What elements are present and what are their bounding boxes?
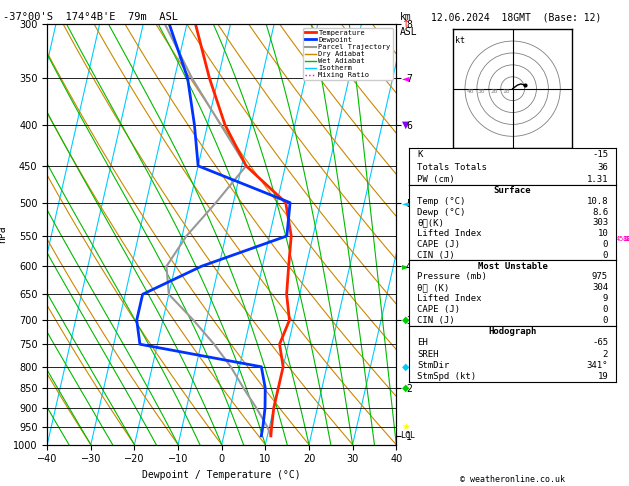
Text: ASL: ASL (400, 27, 418, 37)
Text: 8: 8 (623, 236, 627, 242)
Text: θᴇ(K): θᴇ(K) (417, 218, 444, 227)
Text: 3: 3 (611, 236, 615, 242)
Text: 20: 20 (625, 236, 629, 242)
Text: CIN (J): CIN (J) (417, 251, 455, 260)
X-axis label: Dewpoint / Temperature (°C): Dewpoint / Temperature (°C) (142, 470, 301, 480)
Text: θᴇ (K): θᴇ (K) (417, 283, 449, 293)
Text: 25: 25 (626, 236, 629, 242)
Text: ◆: ◆ (402, 315, 409, 325)
Text: 1: 1 (580, 236, 584, 242)
Text: 10.8: 10.8 (587, 197, 608, 206)
Text: Most Unstable: Most Unstable (477, 261, 548, 271)
Text: kt: kt (455, 36, 465, 45)
Text: SREH: SREH (417, 349, 438, 359)
Text: ★: ★ (402, 422, 411, 432)
Text: StmSpd (kt): StmSpd (kt) (417, 372, 476, 381)
Text: Dewp (°C): Dewp (°C) (417, 208, 465, 217)
Text: 303: 303 (592, 218, 608, 227)
Text: km: km (400, 12, 412, 22)
Text: CIN (J): CIN (J) (417, 316, 455, 325)
Text: Temp (°C): Temp (°C) (417, 197, 465, 206)
Text: EH: EH (417, 338, 428, 347)
Text: ◄: ◄ (402, 198, 409, 208)
Text: 0: 0 (603, 251, 608, 260)
Text: CAPE (J): CAPE (J) (417, 240, 460, 249)
Text: ◆: ◆ (402, 362, 409, 372)
Text: ↑: ↑ (402, 19, 410, 29)
Text: ◄: ◄ (402, 73, 409, 83)
Text: -15: -15 (592, 150, 608, 159)
Text: Pressure (mb): Pressure (mb) (417, 273, 487, 281)
Text: -37°00'S  174°4B'E  79m  ASL: -37°00'S 174°4B'E 79m ASL (3, 12, 178, 22)
Text: 0: 0 (603, 305, 608, 314)
Text: Surface: Surface (494, 186, 532, 195)
Text: 2: 2 (603, 349, 608, 359)
Text: 1.31: 1.31 (587, 174, 608, 184)
Text: StmDir: StmDir (417, 361, 449, 370)
Text: 15: 15 (625, 236, 629, 242)
Text: 40: 40 (466, 89, 474, 94)
Text: 10: 10 (598, 229, 608, 238)
Text: Hodograph: Hodograph (489, 327, 537, 336)
Text: 5: 5 (618, 236, 623, 242)
Text: ◆: ◆ (402, 383, 409, 393)
Text: 19: 19 (598, 372, 608, 381)
Text: CAPE (J): CAPE (J) (417, 305, 460, 314)
Text: 4: 4 (615, 236, 620, 242)
Text: LCL: LCL (400, 432, 415, 440)
Text: 30: 30 (478, 89, 486, 94)
Text: -65: -65 (592, 338, 608, 347)
Text: 20: 20 (490, 89, 498, 94)
Text: 8.6: 8.6 (592, 208, 608, 217)
Text: 12.06.2024  18GMT  (Base: 12): 12.06.2024 18GMT (Base: 12) (431, 12, 601, 22)
Text: 2: 2 (602, 236, 606, 242)
Text: 341°: 341° (587, 361, 608, 370)
Text: PW (cm): PW (cm) (417, 174, 455, 184)
Text: 9: 9 (603, 295, 608, 303)
Text: 0: 0 (603, 316, 608, 325)
Text: 0: 0 (603, 240, 608, 249)
Text: © weatheronline.co.uk: © weatheronline.co.uk (460, 474, 565, 484)
Text: 975: 975 (592, 273, 608, 281)
Legend: Temperature, Dewpoint, Parcel Trajectory, Dry Adiabat, Wet Adiabat, Isotherm, Mi: Temperature, Dewpoint, Parcel Trajectory… (303, 28, 392, 80)
Text: K: K (417, 150, 423, 159)
Text: Lifted Index: Lifted Index (417, 229, 482, 238)
Text: ▼: ▼ (402, 120, 409, 130)
Text: Totals Totals: Totals Totals (417, 162, 487, 172)
Text: 10: 10 (622, 236, 629, 242)
Text: ►: ► (402, 261, 409, 271)
Text: 304: 304 (592, 283, 608, 293)
Text: 36: 36 (598, 162, 608, 172)
Text: Lifted Index: Lifted Index (417, 295, 482, 303)
Text: 10: 10 (502, 89, 509, 94)
Y-axis label: hPa: hPa (0, 226, 8, 243)
